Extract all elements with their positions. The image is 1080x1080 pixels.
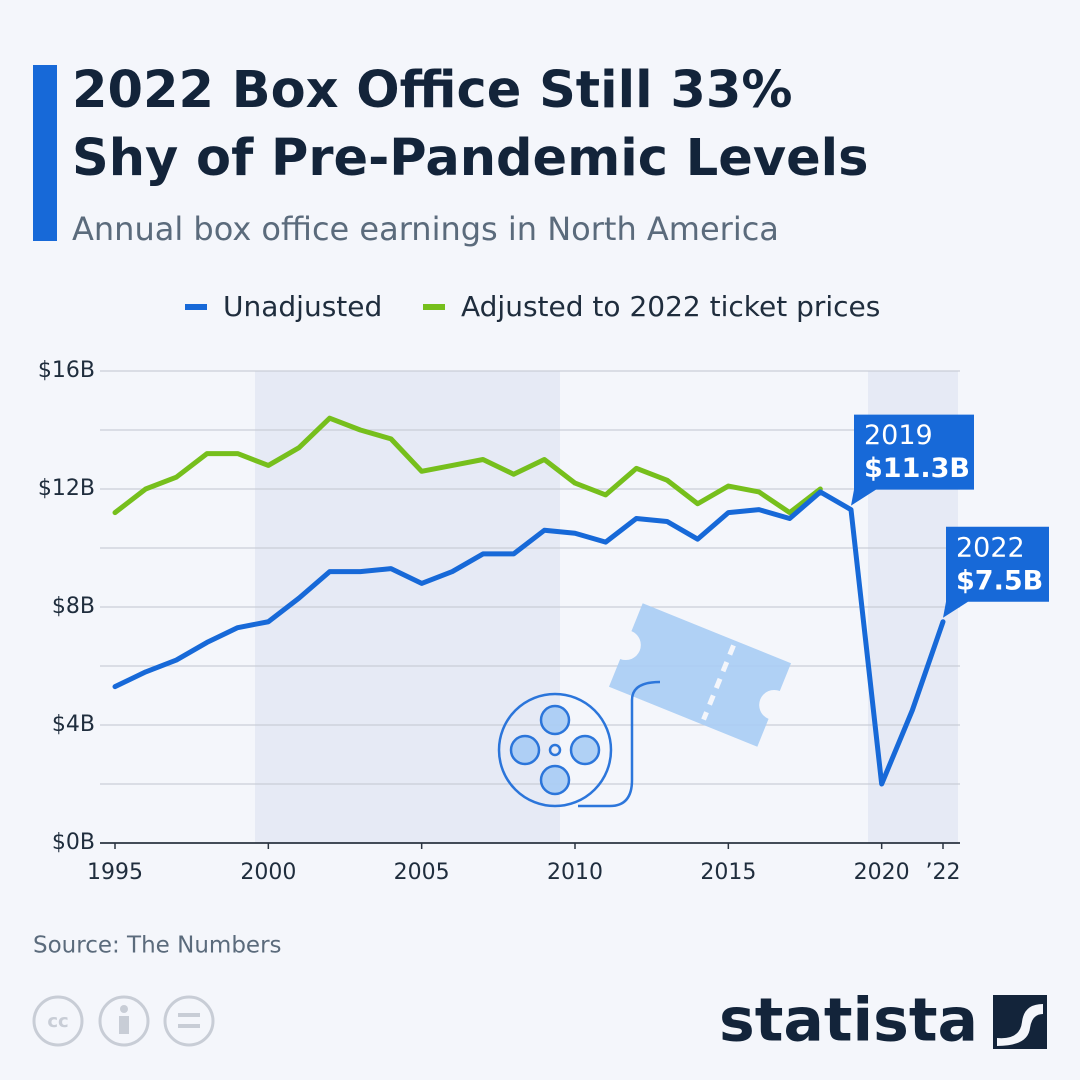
plot: 2019$11.3B 2022$7.5B — [112, 414, 1049, 787]
x-tick-label: 2005 — [394, 860, 450, 885]
y-tick-label: $12B — [38, 476, 95, 501]
y-tick-label: $0B — [52, 830, 95, 855]
data-label: $11.3B — [864, 453, 970, 484]
chart-title: Shy of Pre-Pandemic Levels — [72, 129, 869, 188]
chart-title: 2022 Box Office Still 33% — [72, 61, 792, 120]
x-tick-label: 2000 — [240, 860, 296, 885]
legend-swatch — [423, 304, 445, 310]
callout-year: 2022 — [956, 532, 1025, 563]
series-line — [112, 415, 823, 516]
brand: statista — [719, 986, 978, 1056]
series-line — [112, 489, 946, 787]
x-tick-label: ’22 — [926, 860, 961, 885]
data-label: $7.5B — [956, 565, 1043, 596]
x-tick-label: 2020 — [854, 860, 910, 885]
grid: $0B $4B $8B $12B $16B 1995 2000 2005 2010 2015 202… — [38, 358, 961, 885]
legend-label: Unadjusted — [223, 290, 382, 323]
license-icons: cc — [32, 995, 215, 1047]
legend: Unadjusted Adjusted to 2022 ticket prices — [185, 290, 880, 323]
y-tick-label: $8B — [52, 594, 95, 619]
title-accent — [33, 65, 57, 241]
svg-text:cc: cc — [47, 1011, 68, 1032]
callout-box — [851, 414, 974, 506]
callout-year: 2019 — [864, 420, 933, 451]
y-tick-label: $4B — [52, 712, 95, 737]
y-tick-label: $16B — [38, 358, 95, 383]
x-tick-label: 2015 — [700, 860, 756, 885]
illustration — [497, 603, 792, 808]
source: Source: The Numbers — [33, 933, 282, 959]
x-tick-label: 2010 — [547, 860, 603, 885]
chart-subtitle: Annual box office earnings in North Amer… — [72, 210, 779, 248]
callout: 2019$11.3B — [851, 414, 974, 506]
legend-label: Adjusted to 2022 ticket prices — [461, 290, 880, 323]
callout-box — [943, 526, 1049, 618]
callout: 2022$7.5B — [943, 526, 1049, 618]
legend-swatch — [185, 304, 207, 310]
x-tick-label: 1995 — [87, 860, 143, 885]
brand-icon — [993, 995, 1047, 1049]
